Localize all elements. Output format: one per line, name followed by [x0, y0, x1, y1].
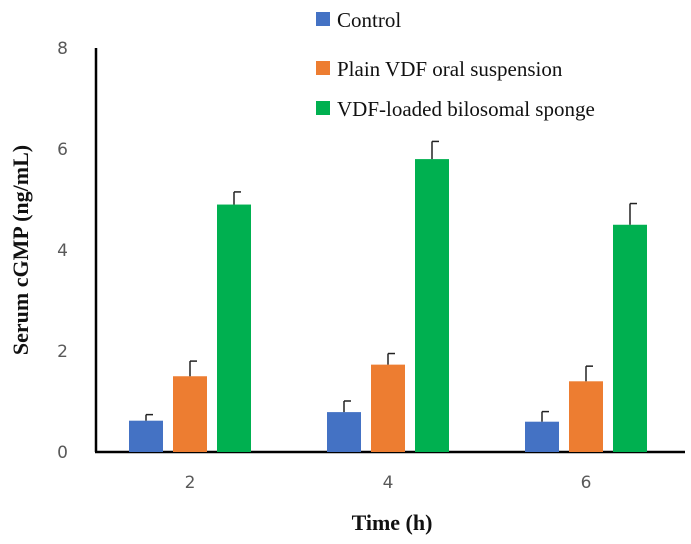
error-bar	[189, 360, 197, 377]
x-tick-label: 2	[185, 473, 196, 493]
y-tick-label: 4	[57, 241, 68, 261]
y-tick-label: 2	[57, 342, 68, 362]
legend-swatch-control	[316, 12, 330, 26]
y-tick-label: 8	[57, 39, 68, 59]
bar	[217, 204, 251, 452]
legend-label-control: Control	[337, 8, 401, 32]
x-axis-title: Time (h)	[352, 510, 433, 535]
error-bar	[343, 400, 351, 413]
y-tick-label: 0	[57, 443, 68, 463]
bars	[129, 159, 647, 452]
bar	[371, 364, 405, 452]
bar	[327, 412, 361, 452]
error-bars	[145, 140, 637, 422]
bar	[173, 376, 207, 452]
x-tick-label: 4	[383, 473, 394, 493]
legend-label-bilosomal-sponge: VDF-loaded bilosomal sponge	[337, 97, 595, 121]
bar	[129, 420, 163, 452]
legend: Control Plain VDF oral suspension VDF-lo…	[316, 8, 595, 121]
bar	[613, 224, 647, 452]
error-bar	[145, 413, 153, 421]
legend-swatch-bilosomal-sponge	[316, 101, 330, 115]
error-bar	[233, 191, 241, 205]
error-bar	[541, 410, 549, 422]
error-bar	[387, 352, 395, 365]
error-bar	[585, 365, 593, 382]
bar	[525, 421, 559, 452]
x-tick-labels: 2 4 6	[185, 473, 592, 493]
bar	[569, 381, 603, 452]
x-tick-label: 6	[581, 473, 592, 493]
y-tick-label: 6	[57, 140, 68, 160]
y-tick-labels: 0 2 4 6 8	[57, 39, 68, 463]
error-bar	[431, 140, 439, 160]
y-axis-title: Serum cGMP (ng/mL)	[8, 145, 33, 355]
legend-label-plain-vdf: Plain VDF oral suspension	[337, 57, 563, 81]
bar	[415, 159, 449, 452]
error-bar	[629, 202, 637, 225]
legend-swatch-plain-vdf	[316, 61, 330, 75]
